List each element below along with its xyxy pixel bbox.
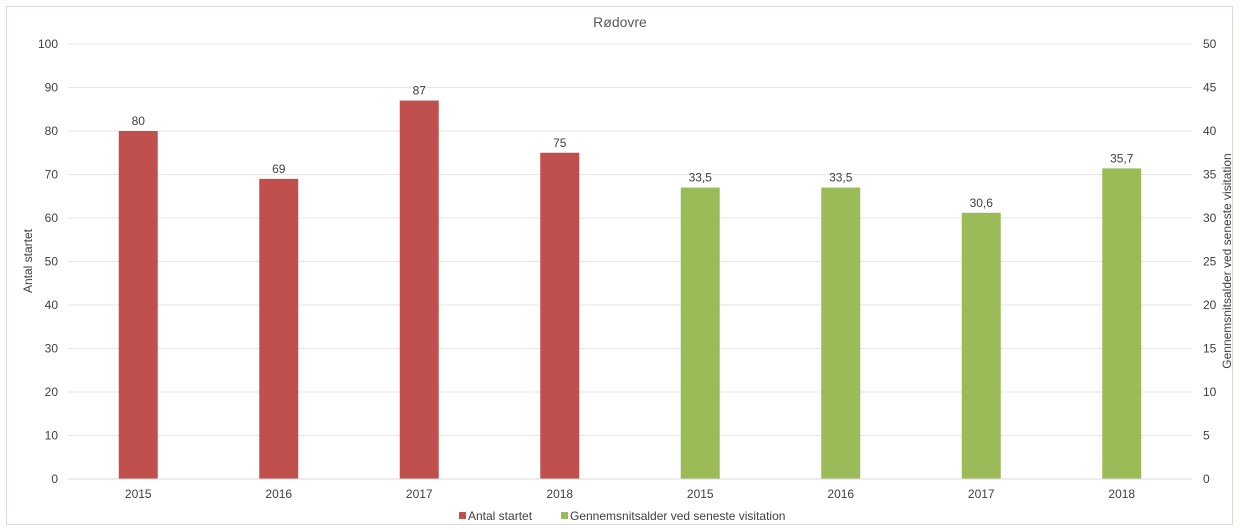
left-axis-ticks: 0 10 20 30 40 50 60 70 80 90 100 [38,37,58,486]
left-tick-label: 100 [38,37,58,51]
chart-frame [6,6,1233,525]
x-tick-label: 2017 [406,487,433,501]
right-tick-label: 35 [1203,168,1217,182]
x-tick-label: 2015 [687,487,714,501]
left-tick-label: 20 [45,385,59,399]
bar-gennemsnitsalder [961,212,1001,479]
data-label-antal-startet: 80 [132,114,146,128]
x-tick-label: 2018 [546,487,573,501]
x-tick-label: 2016 [827,487,854,501]
right-tick-label: 30 [1203,211,1217,225]
bar-antal-startet [259,178,299,479]
data-label-gennemsnitsalder: 30,6 [970,196,994,210]
left-tick-label: 60 [45,211,59,225]
right-axis-ticks: 0 5 10 15 20 25 30 35 40 45 50 [1203,37,1217,486]
bars: 80 69 87 75 33,5 33,5 30,6 35,7 [118,84,1142,480]
left-axis-title: Antal startet [21,228,35,293]
left-tick-label: 70 [45,168,59,182]
x-tick-label: 2015 [125,487,152,501]
x-tick-label: 2017 [968,487,995,501]
x-tick-label: 2018 [1108,487,1135,501]
gridlines [68,43,1192,436]
data-label-antal-startet: 69 [272,162,286,176]
bar-gennemsnitsalder [821,187,861,480]
right-tick-label: 20 [1203,298,1217,312]
data-label-antal-startet: 87 [413,84,427,98]
right-tick-label: 40 [1203,124,1217,138]
x-tick-label: 2016 [265,487,292,501]
right-tick-label: 10 [1203,385,1217,399]
right-tick-label: 5 [1203,429,1210,443]
bar-gennemsnitsalder [680,187,720,480]
left-tick-label: 0 [51,472,58,486]
data-label-antal-startet: 75 [553,136,567,150]
legend: Antal startet Gennemsnitsalder ved senes… [459,509,785,523]
bar-antal-startet [540,152,580,479]
right-tick-label: 50 [1203,37,1217,51]
left-tick-label: 50 [45,255,59,269]
chart-title: Rødovre [593,14,647,30]
right-axis-title: Gennemsnitsalder ved seneste visitation [1220,153,1234,368]
left-tick-label: 80 [45,124,59,138]
right-tick-label: 0 [1203,472,1210,486]
left-tick-label: 90 [45,81,59,95]
data-label-gennemsnitsalder: 35,7 [1110,151,1134,165]
right-tick-label: 25 [1203,255,1217,269]
left-tick-label: 10 [45,429,59,443]
x-axis-labels: 2015 2016 2017 2018 2015 2016 2017 2018 [125,487,1136,501]
legend-swatch-antal-startet [459,512,466,519]
right-tick-label: 45 [1203,81,1217,95]
bar-gennemsnitsalder [1102,168,1142,479]
right-tick-label: 15 [1203,342,1217,356]
bar-antal-startet [399,100,439,480]
data-label-gennemsnitsalder: 33,5 [829,171,853,185]
left-tick-label: 30 [45,342,59,356]
data-label-gennemsnitsalder: 33,5 [689,171,713,185]
bar-antal-startet [118,131,158,479]
legend-label-gennemsnitsalder: Gennemsnitsalder ved seneste visitation [570,509,785,523]
legend-swatch-gennemsnitsalder [561,512,568,519]
legend-label-antal-startet: Antal startet [468,509,533,523]
left-tick-label: 40 [45,298,59,312]
